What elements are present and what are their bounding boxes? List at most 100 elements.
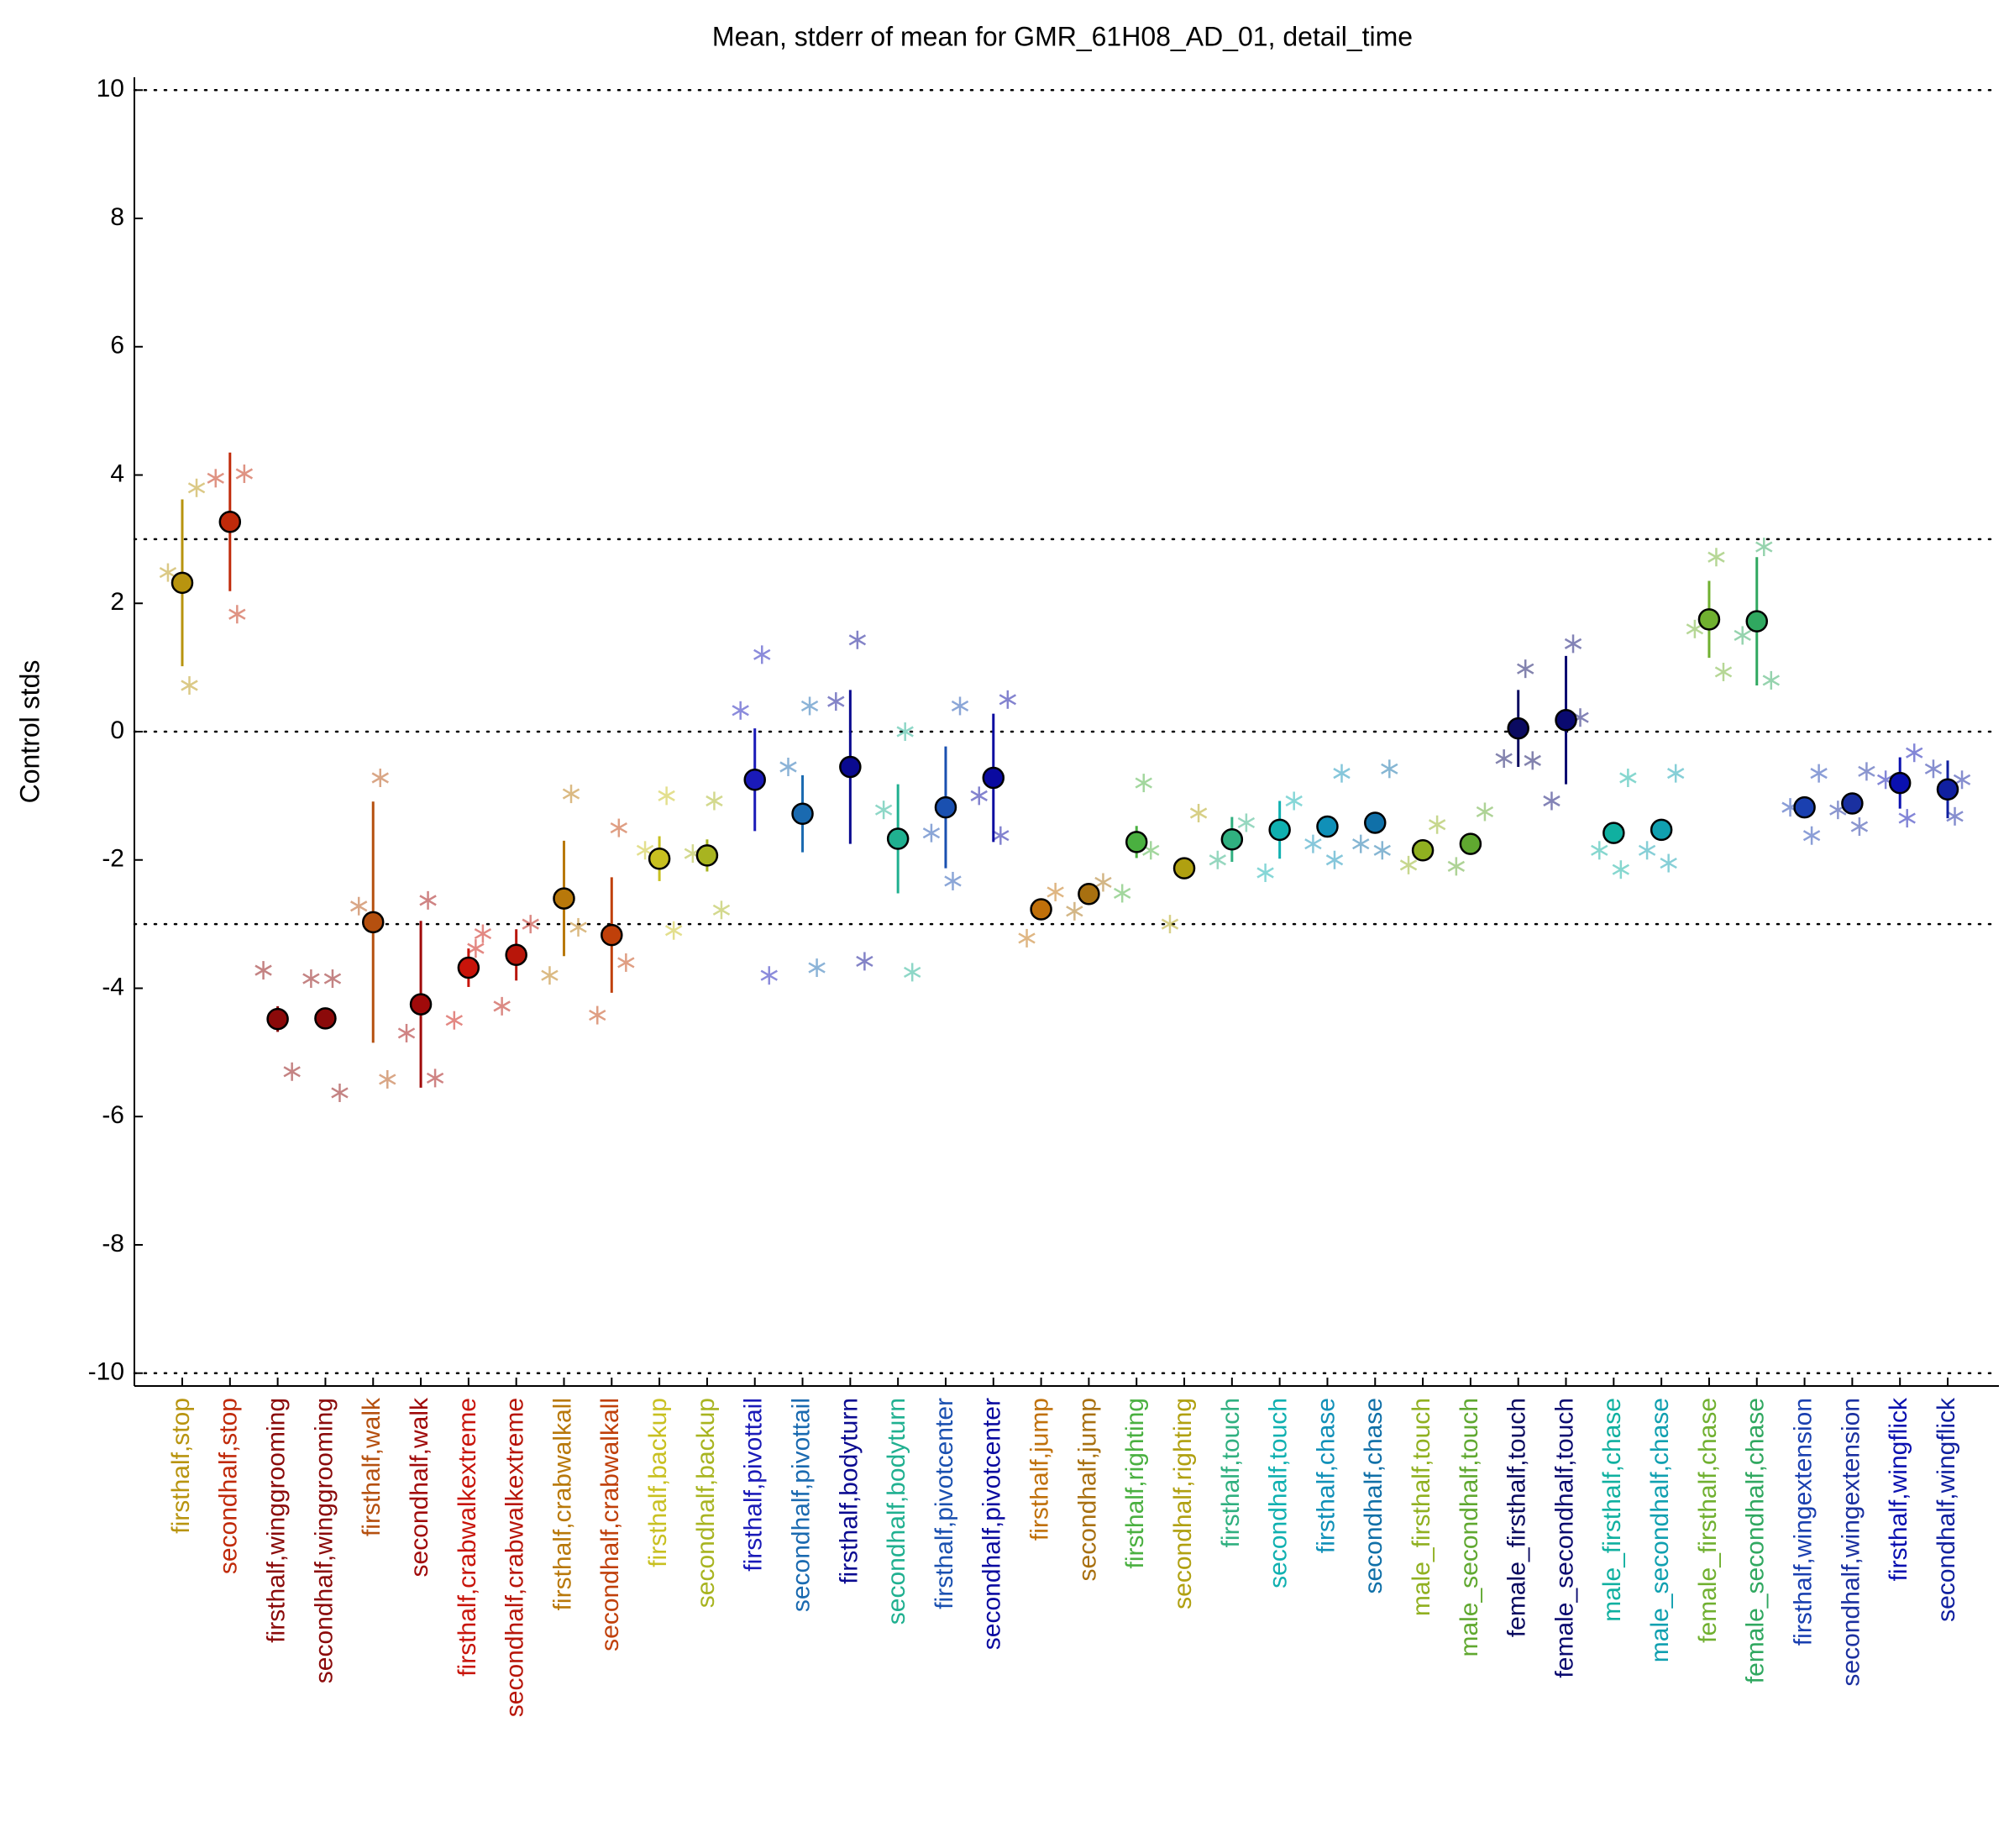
asterisk-stroke xyxy=(1762,675,1780,686)
asterisk xyxy=(1094,873,1112,892)
asterisk-stroke xyxy=(1612,864,1630,875)
asterisk-stroke xyxy=(371,772,389,784)
asterisk xyxy=(1906,743,1923,763)
x-tick-label: firsthalf,wingflick xyxy=(1885,1397,1912,1581)
y-tick-label: 4 xyxy=(110,459,124,487)
asterisk xyxy=(1734,626,1751,645)
asterisk-stroke xyxy=(753,648,771,660)
asterisk xyxy=(1018,928,1036,948)
x-tick-label: firsthalf,backup xyxy=(644,1398,672,1567)
mean-marker xyxy=(1745,610,1769,633)
asterisk-stroke xyxy=(1495,753,1513,764)
asterisk xyxy=(1381,759,1398,779)
asterisk-stroke xyxy=(1352,838,1370,850)
asterisk xyxy=(1612,860,1630,879)
asterisk xyxy=(856,952,873,971)
asterisk-stroke xyxy=(1810,768,1828,780)
x-tick-label: firsthalf,stop xyxy=(167,1398,195,1534)
asterisk xyxy=(445,1011,464,1030)
y-tick-label: 2 xyxy=(110,588,124,616)
asterisk-stroke xyxy=(397,1027,416,1039)
asterisk-stroke xyxy=(1094,876,1112,889)
mean-marker xyxy=(934,795,957,819)
mean-marker xyxy=(361,911,385,934)
asterisk xyxy=(331,1083,349,1102)
x-tick-label: male_secondhalf,touch xyxy=(1456,1398,1483,1657)
asterisk xyxy=(1046,882,1064,901)
asterisk-stroke xyxy=(664,925,683,937)
mean-marker xyxy=(1650,818,1673,842)
asterisk xyxy=(1524,751,1541,770)
asterisk xyxy=(323,969,342,989)
asterisk xyxy=(712,900,731,920)
mean-marker xyxy=(1936,778,1959,801)
asterisk-stroke xyxy=(732,705,749,717)
asterisk xyxy=(800,696,819,716)
x-tick-label: firsthalf,jump xyxy=(1026,1398,1054,1541)
mean-marker xyxy=(218,511,242,533)
asterisk-stroke xyxy=(1066,906,1083,917)
asterisk xyxy=(1660,853,1677,873)
asterisk-stroke xyxy=(1428,819,1446,831)
x-tick-label: firsthalf,pivottail xyxy=(740,1398,768,1572)
chart-title: Mean, stderr of mean for GMR_61H08_AD_01… xyxy=(712,21,1413,51)
asterisk xyxy=(350,896,368,916)
x-tick-label: secondhalf,pivottail xyxy=(787,1398,815,1612)
asterisk xyxy=(1666,764,1685,783)
asterisk-stroke xyxy=(1714,666,1733,678)
asterisk xyxy=(1256,864,1274,883)
asterisk-stroke xyxy=(159,567,177,579)
mean-marker xyxy=(409,993,433,1016)
asterisk xyxy=(493,996,511,1016)
asterisk-stroke xyxy=(467,942,485,954)
x-tick-label: male_secondhalf,chase xyxy=(1646,1398,1674,1662)
asterisk xyxy=(1924,759,1943,779)
mean-marker xyxy=(1220,828,1244,851)
asterisk xyxy=(760,966,778,985)
x-tick-label: firsthalf,walk xyxy=(358,1397,386,1536)
x-tick-label: firsthalf,chase xyxy=(1312,1398,1340,1553)
asterisk-stroke xyxy=(1517,663,1534,675)
x-tick-label: firsthalf,touch xyxy=(1217,1398,1245,1547)
x-tick-label: secondhalf,wingextension xyxy=(1837,1398,1865,1687)
asterisk xyxy=(562,785,580,804)
asterisk-stroke xyxy=(800,700,819,712)
mean-marker xyxy=(791,802,814,826)
asterisk-stroke xyxy=(1858,765,1875,777)
asterisk xyxy=(753,645,771,664)
asterisk-stroke xyxy=(904,966,921,978)
asterisk xyxy=(302,969,320,989)
mean-marker xyxy=(1078,882,1100,906)
asterisk xyxy=(181,676,198,696)
mean-marker xyxy=(1602,822,1625,844)
asterisk xyxy=(944,871,962,890)
asterisk-stroke xyxy=(1898,812,1916,824)
asterisk xyxy=(1858,762,1875,781)
asterisk xyxy=(1285,791,1303,811)
asterisk-stroke xyxy=(426,1072,444,1084)
asterisk xyxy=(254,961,272,980)
mean-marker xyxy=(1888,771,1912,795)
asterisk-stroke xyxy=(922,827,941,839)
x-tick-label: secondhalf,touch xyxy=(1265,1398,1293,1588)
mean-marker xyxy=(648,847,671,870)
asterisk xyxy=(970,786,988,806)
asterisk xyxy=(874,801,893,820)
x-tick-label: secondhalf,winggrooming xyxy=(310,1398,338,1683)
x-tick-label: female_firsthalf,chase xyxy=(1694,1398,1722,1643)
asterisk xyxy=(1714,662,1733,681)
mean-marker xyxy=(1364,811,1387,834)
x-tick-label: secondhalf,walk xyxy=(406,1397,433,1577)
x-tick-label: firsthalf,bodyturn xyxy=(835,1398,863,1584)
asterisk-stroke xyxy=(1543,795,1561,807)
asterisk xyxy=(848,630,867,649)
asterisk-stroke xyxy=(1381,763,1398,774)
asterisk-stroke xyxy=(379,1074,396,1085)
asterisk-stroke xyxy=(1304,838,1322,850)
asterisk-stroke xyxy=(207,472,224,484)
asterisk xyxy=(1543,791,1561,811)
asterisk xyxy=(904,963,921,982)
mean-marker xyxy=(1555,709,1577,732)
asterisk xyxy=(1638,841,1656,860)
